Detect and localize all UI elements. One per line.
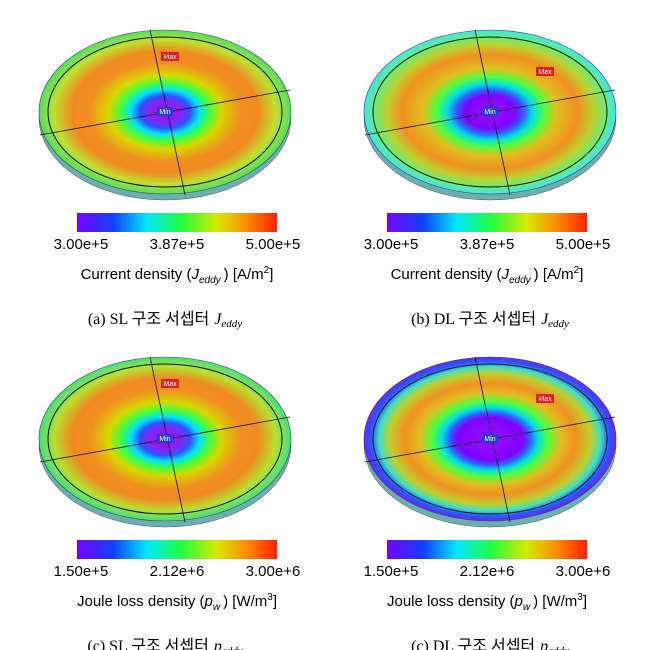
- caption: (c) SL 구조 서셉터 peddy: [87, 637, 242, 650]
- colorbar: [387, 213, 587, 232]
- max-marker: Max: [163, 54, 177, 61]
- caption: (a) SL 구조 서셉터 Jeddy: [88, 310, 242, 330]
- colorbar-label: 3.00e+6: [556, 563, 611, 580]
- colorbar-label: 2.12e+6: [460, 563, 515, 580]
- quantity-symbol: p: [514, 593, 523, 610]
- min-box: [482, 434, 498, 443]
- min-marker: Min: [159, 436, 170, 443]
- disk-ring: [372, 363, 608, 515]
- colorbar-label: 1.50e+5: [54, 563, 109, 580]
- quantity-subscript: eddy: [199, 275, 222, 286]
- colorbar-label: 2.12e+6: [150, 563, 205, 580]
- quantity-unit: ) [A/m: [224, 266, 264, 283]
- colorbar-label: 3.87e+5: [150, 236, 205, 253]
- colorbar-label: 3.00e+5: [364, 236, 419, 253]
- colorbar: [77, 540, 277, 559]
- quantity-power: 3: [577, 592, 583, 603]
- quantity-subscript: w: [213, 602, 221, 613]
- caption-symbol: J: [214, 311, 222, 328]
- quantity-name: Joule loss density (: [77, 593, 205, 610]
- quantity-unit-end: ]: [583, 593, 587, 610]
- caption-prefix: (b) DL 구조 서셉터: [411, 310, 536, 328]
- quantity-power: 2: [574, 265, 580, 276]
- caption-prefix: (c) SL 구조 서셉터: [87, 637, 208, 650]
- caption: (b) DL 구조 서셉터 Jeddy: [411, 310, 569, 330]
- max-box: [161, 52, 179, 61]
- min-marker: Min: [159, 109, 170, 116]
- quantity-label: Current density (Jeddy) [A/m2]: [391, 265, 584, 286]
- quantity-label: Joule loss density (pw) [W/m3]: [387, 592, 587, 613]
- colorbar-label: 3.87e+5: [460, 236, 515, 253]
- quantity-name: Current density (: [391, 266, 502, 283]
- max-box: [536, 394, 554, 403]
- colorbar: [77, 213, 277, 232]
- quantity-power: 3: [267, 592, 273, 603]
- quantity-subscript: w: [523, 602, 531, 613]
- quantity-symbol: J: [190, 266, 199, 283]
- quantity-subscript: eddy: [509, 275, 532, 286]
- quantity-name: Current density (: [81, 266, 192, 283]
- quantity-unit-end: ]: [269, 266, 273, 283]
- quantity-symbol: J: [500, 266, 509, 283]
- max-box: [161, 379, 179, 388]
- caption-subscript: eddy: [548, 645, 569, 650]
- quantity-label: Joule loss density (pw) [W/m3]: [77, 592, 277, 613]
- caption-subscript: eddy: [548, 318, 569, 330]
- colorbar-label: 5.00e+5: [556, 236, 611, 253]
- caption-prefix: (a) SL 구조 서셉터: [88, 310, 209, 328]
- caption-subscript: eddy: [222, 645, 243, 650]
- caption-subscript: eddy: [221, 318, 242, 330]
- quantity-name: Joule loss density (: [387, 593, 515, 610]
- colorbar-label: 3.00e+6: [246, 563, 301, 580]
- quantity-unit: ) [W/m: [533, 593, 577, 610]
- max-marker: Max: [538, 396, 552, 403]
- panel: Max Min 1.50e+5 2.12e+6 3.00e+6 Joule loss de…: [38, 356, 301, 650]
- quantity-symbol: p: [204, 593, 213, 610]
- panel: Max Min 3.00e+5 3.87e+5 5.00e+5 Current densi…: [364, 29, 617, 330]
- quantity-unit: ) [W/m: [223, 593, 267, 610]
- colorbar-label: 5.00e+5: [246, 236, 301, 253]
- quantity-label: Current density (Jeddy) [A/m2]: [81, 265, 274, 286]
- min-box: [157, 434, 173, 443]
- colorbar-label: 3.00e+5: [54, 236, 109, 253]
- min-marker: Min: [484, 109, 495, 116]
- disk-ring: [47, 36, 283, 188]
- caption-symbol: J: [541, 311, 549, 328]
- min-box: [482, 107, 498, 116]
- panel: Max Min 1.50e+5 2.12e+6 3.00e+6 Joule loss de…: [364, 356, 617, 650]
- max-marker: Max: [163, 381, 177, 388]
- quantity-unit-end: ]: [273, 593, 277, 610]
- quantity-unit-end: ]: [579, 266, 583, 283]
- disk-ring: [372, 36, 608, 188]
- caption: (c) DL 구조 서셉터 peddy: [411, 637, 569, 650]
- caption-symbol: p: [213, 638, 222, 650]
- min-marker: Min: [484, 436, 495, 443]
- colorbar-label: 1.50e+5: [364, 563, 419, 580]
- quantity-unit: ) [A/m: [534, 266, 574, 283]
- min-box: [157, 107, 173, 116]
- caption-prefix: (c) DL 구조 서셉터: [411, 637, 535, 650]
- max-marker: Max: [538, 69, 552, 76]
- disk-ring: [47, 363, 283, 515]
- max-box: [536, 67, 554, 76]
- quantity-power: 2: [264, 265, 270, 276]
- colorbar: [387, 540, 587, 559]
- caption-symbol: p: [539, 638, 548, 650]
- panel: Max Min 3.00e+5 3.87e+5 5.00e+5 Current densi…: [38, 29, 301, 330]
